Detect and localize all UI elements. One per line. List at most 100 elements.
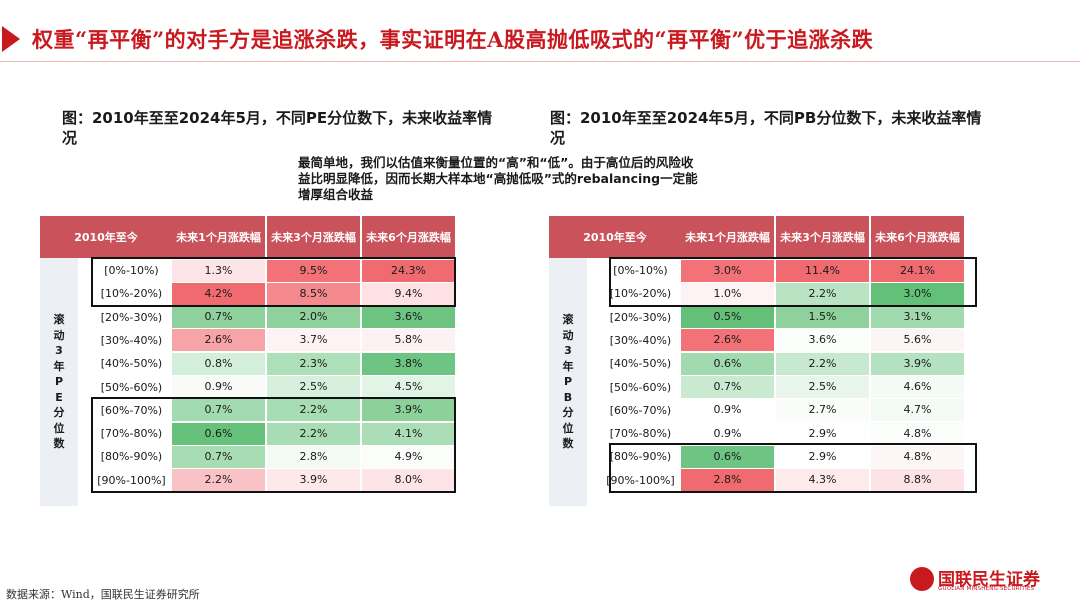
- row-group-label-char: 滚: [562, 313, 574, 327]
- table-cell: 2.2%: [172, 469, 265, 492]
- column-header: 未来1个月涨跌幅: [172, 216, 265, 258]
- table-cell: 3.9%: [871, 352, 964, 375]
- row-group-label-char: 年: [53, 359, 65, 373]
- row-label: [40%-50%): [604, 352, 677, 376]
- column-header: 未来3个月涨跌幅: [776, 216, 869, 258]
- table-cell: 4.6%: [871, 376, 964, 398]
- row-group-label-char: 分: [53, 406, 65, 420]
- table-cell: 24.3%: [362, 259, 455, 282]
- annotation-note: 最简单地，我们以估值来衡量位置的“高”和“低”。由于高位后的风险收益比明显降低，…: [298, 155, 698, 202]
- table-cell: 2.3%: [267, 352, 360, 375]
- table-cell: 2.2%: [776, 352, 869, 375]
- page-title: 权重“再平衡”的对手方是追涨杀跌，事实证明在A股高抛低吸式的“再平衡”优于追涨杀…: [32, 27, 874, 52]
- row-group-label-char: 滚: [53, 313, 65, 327]
- row-group-label-char: 年: [562, 359, 574, 373]
- column-header: 未来1个月涨跌幅: [681, 216, 774, 258]
- row-group-label-char: P: [563, 375, 573, 389]
- table-cell: 11.4%: [776, 259, 869, 282]
- row-label: [90%-100%]: [604, 468, 677, 492]
- table-cell: 0.7%: [172, 399, 265, 422]
- row-label: [50%-60%): [604, 375, 677, 399]
- table-cell: 2.2%: [776, 282, 869, 305]
- table-cell: 2.7%: [776, 399, 869, 422]
- table-cell: 5.8%: [362, 329, 455, 352]
- logo-subtitle: GUOLIAN MINSHENG SECURITIES: [938, 586, 1035, 592]
- table-cell: 3.1%: [871, 306, 964, 329]
- column-header: 未来6个月涨跌幅: [362, 216, 455, 258]
- table-cell: 2.8%: [681, 469, 774, 492]
- table-cell: 0.7%: [681, 376, 774, 398]
- table-cell: 0.6%: [172, 422, 265, 445]
- table-cell: 2.9%: [776, 445, 869, 468]
- table-cell: 4.2%: [172, 282, 265, 305]
- row-group-label-char: 数: [562, 437, 574, 451]
- header-corner: 2010年至今: [549, 216, 681, 258]
- table-cell: 2.6%: [681, 329, 774, 352]
- row-group-label-char: 位: [53, 421, 65, 435]
- row-group-label-char: 位: [562, 421, 574, 435]
- highlight-box: [91, 396, 456, 493]
- column-header: 未来3个月涨跌幅: [267, 216, 360, 258]
- table-cell: 2.5%: [267, 376, 360, 398]
- table-cell: 3.0%: [681, 259, 774, 282]
- table-cell: 9.5%: [267, 259, 360, 282]
- table-cell: 3.6%: [362, 306, 455, 329]
- table-cell: 3.7%: [267, 329, 360, 352]
- table-cell: 8.8%: [871, 469, 964, 492]
- table-cell: 3.9%: [267, 469, 360, 492]
- row-label: [30%-40%): [95, 328, 168, 352]
- table-cell: 0.7%: [172, 445, 265, 468]
- table-cell: 0.9%: [172, 376, 265, 398]
- table-cell: 4.1%: [362, 422, 455, 445]
- table-cell: 3.0%: [871, 282, 964, 305]
- row-group-label-char: 分: [562, 406, 574, 420]
- row-group-label-char: B: [563, 390, 573, 404]
- row-group-label-char: 动: [53, 328, 65, 342]
- table-cell: 2.9%: [776, 422, 869, 445]
- table-cell: 1.0%: [681, 282, 774, 305]
- row-label: [30%-40%): [604, 328, 677, 352]
- row-label: [60%-70%): [604, 398, 677, 422]
- row-label: [70%-80%): [604, 422, 677, 446]
- table-cell: 4.3%: [776, 469, 869, 492]
- table-cell: 8.5%: [267, 282, 360, 305]
- table-cell: 9.4%: [362, 282, 455, 305]
- table-cell: 1.5%: [776, 306, 869, 329]
- row-label: [40%-50%): [95, 352, 168, 376]
- row-label: [90%-100%]: [95, 468, 168, 492]
- table-cell: 4.7%: [871, 399, 964, 422]
- row-group-label-char: 3: [564, 344, 572, 358]
- table-cell: 8.0%: [362, 469, 455, 492]
- table-cell: 2.6%: [172, 329, 265, 352]
- row-group-label-char: 动: [562, 328, 574, 342]
- right-figure-caption: 图：2010年至至2024年5月，不同PB分位数下，未来收益率情况: [550, 109, 982, 147]
- table-cell: 4.5%: [362, 376, 455, 398]
- table-cell: 2.0%: [267, 306, 360, 329]
- row-group-label-char: 数: [53, 437, 65, 451]
- table-cell: 0.7%: [172, 306, 265, 329]
- row-group-label-char: E: [55, 390, 63, 404]
- row-label: [70%-80%): [95, 422, 168, 446]
- highlight-box: [91, 257, 456, 307]
- left-figure-caption: 图：2010年至至2024年5月，不同PE分位数下，未来收益率情况: [62, 109, 493, 147]
- row-label: [10%-20%): [604, 282, 677, 306]
- table-cell: 24.1%: [871, 259, 964, 282]
- row-label: [60%-70%): [95, 398, 168, 422]
- table-cell: 3.6%: [776, 329, 869, 352]
- table-cell: 5.6%: [871, 329, 964, 352]
- table-cell: 4.8%: [871, 422, 964, 445]
- table-cell: 3.9%: [362, 399, 455, 422]
- table-cell: 2.5%: [776, 376, 869, 398]
- title-arrow-icon: [2, 26, 20, 52]
- header-corner: 2010年至今: [40, 216, 172, 258]
- row-label: [50%-60%): [95, 375, 168, 399]
- table-cell: 0.6%: [681, 445, 774, 468]
- row-label: [80%-90%): [95, 445, 168, 469]
- table-cell: 0.6%: [681, 352, 774, 375]
- table-cell: 0.8%: [172, 352, 265, 375]
- table-cell: 1.3%: [172, 259, 265, 282]
- table-cell: 4.9%: [362, 445, 455, 468]
- row-group-label-char: P: [54, 375, 64, 389]
- row-label: [20%-30%): [604, 305, 677, 329]
